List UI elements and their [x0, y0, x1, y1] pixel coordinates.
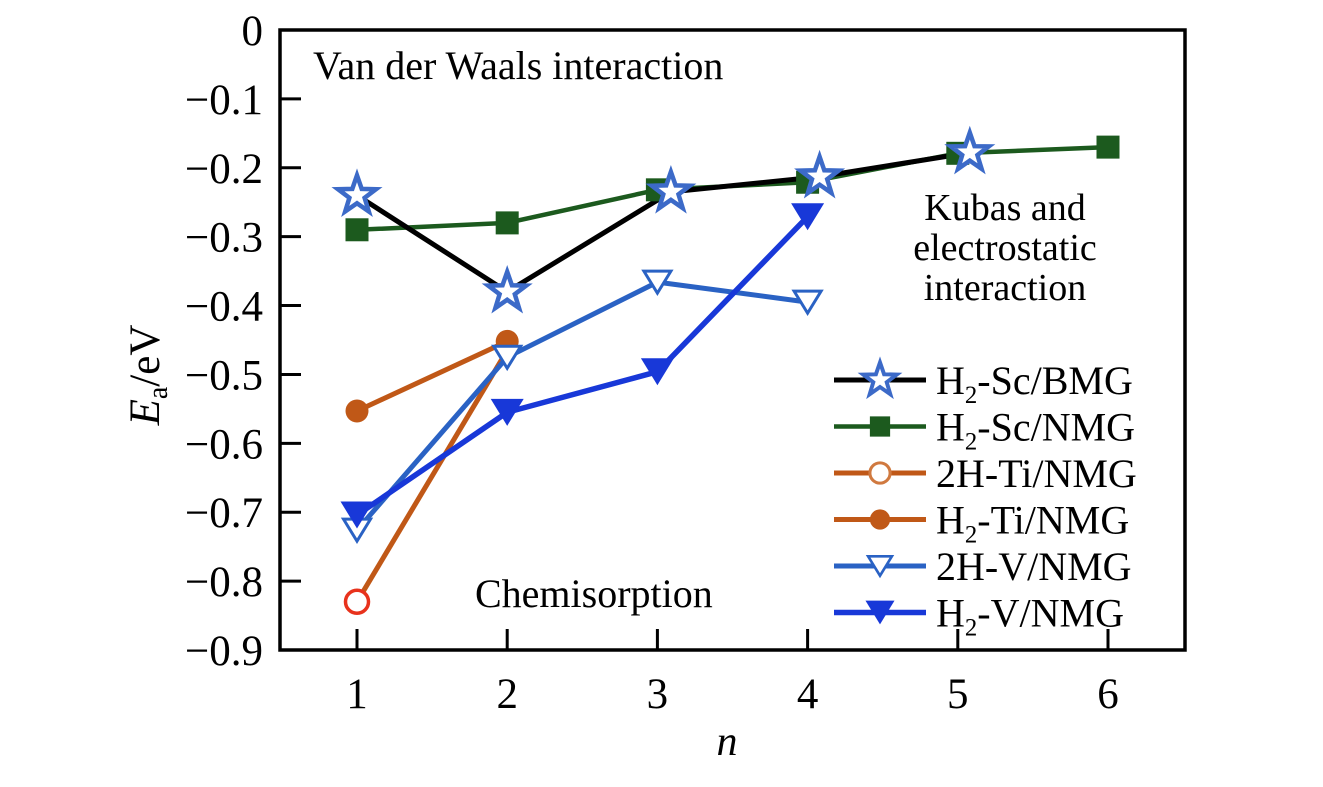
series-line	[354, 349, 510, 604]
series-marker	[794, 149, 846, 199]
x-tick-label: 5	[947, 671, 969, 718]
x-tick-label: 2	[496, 671, 518, 718]
y-tick-label: −0.7	[185, 490, 263, 537]
legend-label: H2-Sc/BMG	[936, 358, 1133, 409]
series-marker	[791, 289, 824, 316]
plot-frame	[278, 28, 1187, 652]
annotation-kubas-line1: Kubas and	[924, 187, 1086, 229]
x-axis-label: n	[716, 719, 738, 765]
legend-label: H2-Ti/NMG	[936, 498, 1129, 549]
series-marker	[481, 264, 533, 314]
series-marker	[944, 125, 996, 175]
y-axis-label-subscript: a	[143, 386, 174, 400]
series-marker	[490, 398, 524, 426]
annotation-chemisorption: Chemisorption	[475, 571, 713, 616]
legend-label: H2-Sc/NMG	[936, 405, 1135, 456]
series-marker	[495, 211, 519, 235]
y-tick-label: −0.6	[185, 421, 263, 468]
x-tick-label: 3	[647, 671, 669, 718]
series-marker	[343, 588, 371, 616]
series-marker	[345, 399, 369, 423]
x-tick-label: 4	[797, 671, 819, 718]
annotation-kubas: Kubas and electrostatic interaction	[855, 188, 1155, 308]
y-tick-label: −0.5	[185, 352, 263, 399]
legend-swatch-marker	[869, 416, 891, 437]
legend-label: 2H-Ti/NMG	[936, 451, 1137, 496]
series-marker	[345, 218, 369, 242]
y-tick-label: −0.1	[185, 77, 263, 124]
y-tick-label: −0.3	[185, 215, 263, 262]
y-tick-label: −0.2	[185, 146, 263, 193]
y-tick-label: 0	[242, 8, 264, 55]
series-line	[355, 214, 810, 518]
legend-swatch-marker	[857, 356, 903, 400]
series-marker	[1096, 135, 1120, 159]
y-axis-label-unit: /eV	[122, 324, 169, 387]
annotation-kubas-line2: electrostatic	[913, 227, 1097, 269]
legend-swatch-marker	[869, 509, 891, 530]
series-line	[355, 339, 509, 414]
series-marker	[491, 344, 524, 372]
annotation-van-der-waals: Van der Waals interaction	[313, 43, 724, 88]
y-tick-label: −0.9	[185, 628, 263, 675]
series-marker	[640, 358, 674, 386]
y-tick-label: −0.8	[185, 559, 263, 606]
y-axis-label-symbol: E	[122, 399, 169, 426]
y-tick-label: −0.4	[185, 284, 263, 331]
legend-swatch-marker	[868, 461, 892, 485]
legend-swatch-marker	[865, 600, 895, 625]
legend-label: H2-V/NMG	[936, 591, 1124, 642]
series-marker	[641, 269, 674, 297]
series-marker	[645, 165, 697, 214]
x-tick-label: 6	[1097, 671, 1119, 718]
x-tick-label: 1	[346, 671, 368, 718]
series-marker	[340, 501, 374, 529]
series-marker	[331, 168, 383, 218]
annotation-kubas-line3: interaction	[923, 267, 1087, 309]
legend-label: 2H-V/NMG	[936, 544, 1132, 589]
y-axis-label: Ea/eV	[121, 325, 175, 426]
legend-swatch-marker	[865, 555, 895, 579]
series-marker	[791, 203, 825, 231]
